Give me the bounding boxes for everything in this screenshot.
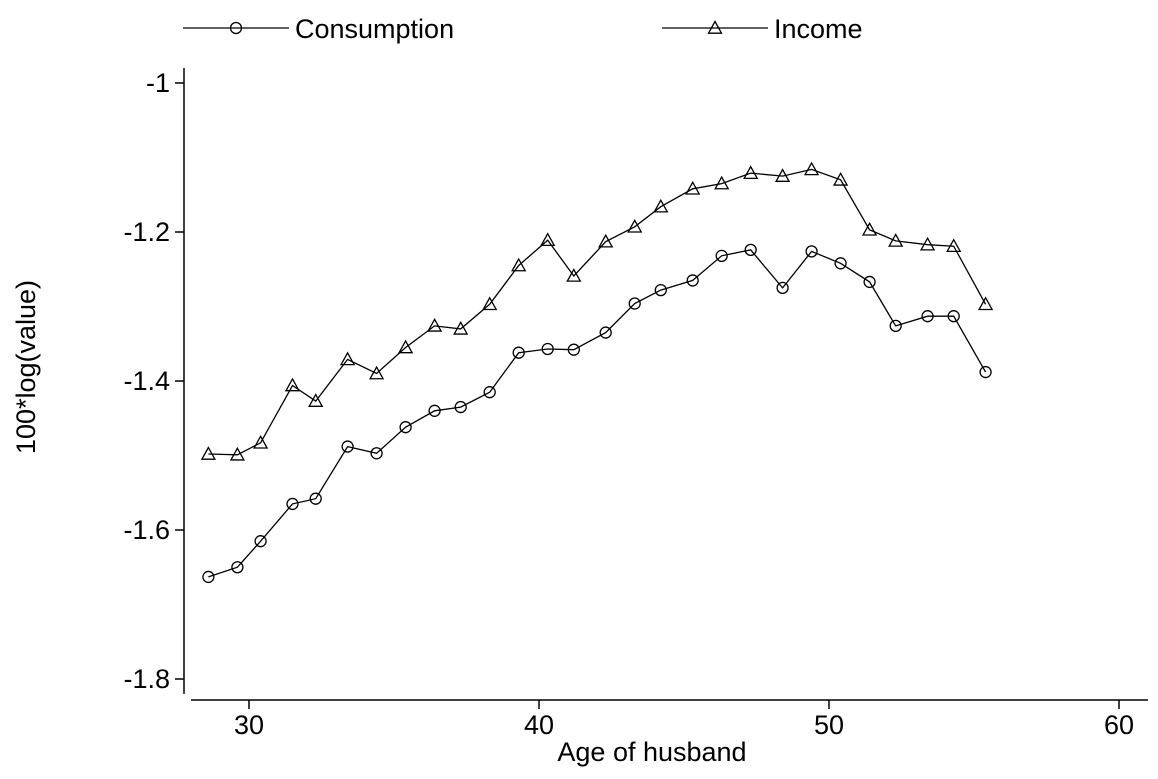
x-axis-label: Age of husband (557, 737, 746, 767)
income-point (832, 172, 849, 186)
y-tick-label: -1.4 (123, 366, 170, 396)
consumption-point (834, 257, 847, 270)
consumption-point (744, 243, 757, 257)
income-point (627, 218, 643, 233)
consumption-point (947, 310, 960, 323)
consumption-point (889, 319, 902, 333)
consumption-point (805, 245, 818, 258)
series-income (200, 161, 994, 461)
axes: -1.8 -1.6 -1.4 -1.2 -1 30 40 50 60 (123, 68, 1148, 740)
income-point (426, 318, 443, 332)
consumption-line (208, 249, 987, 578)
income-point (368, 365, 385, 380)
consumption-point (512, 346, 525, 359)
consumption-point (202, 570, 215, 584)
y-tick-label: -1 (146, 68, 170, 98)
legend-marker (229, 21, 243, 35)
income-point (482, 296, 498, 311)
legend-item-consumption: Consumption (183, 14, 454, 44)
legend-item-income: Income (662, 14, 863, 44)
legend-marker (707, 20, 723, 34)
income-point (919, 236, 936, 251)
series-consumption (202, 243, 992, 584)
x-tick-label: 40 (524, 710, 554, 740)
x-tick-label: 30 (234, 710, 264, 740)
consumption-point (541, 342, 554, 356)
consumption-point (309, 492, 322, 505)
plot-area (200, 161, 994, 584)
consumption-point (370, 447, 383, 460)
income-point (453, 321, 469, 335)
income-point (397, 339, 414, 354)
income-point (861, 221, 878, 236)
income-point (685, 180, 701, 195)
x-tick-label: 60 (1104, 710, 1134, 740)
consumption-point (483, 386, 496, 399)
income-point (284, 377, 301, 392)
income-line (208, 168, 987, 456)
consumption-point (286, 497, 299, 511)
consumption-point (567, 343, 580, 356)
legend: Consumption Income (183, 14, 863, 44)
income-point (229, 446, 246, 461)
consumption-point (715, 249, 728, 262)
y-tick-label: -1.6 (123, 515, 170, 545)
consumption-point (231, 561, 244, 574)
income-point (888, 233, 904, 247)
y-tick-label: -1.8 (123, 664, 170, 694)
income-point (946, 238, 962, 253)
income-point (511, 257, 527, 272)
income-point (977, 296, 994, 311)
consumption-point (686, 274, 699, 287)
income-point (743, 165, 759, 179)
x-tick-label: 50 (814, 710, 844, 740)
legend-label: Consumption (295, 14, 454, 44)
income-point (339, 351, 356, 366)
income-point (252, 434, 269, 449)
income-point (774, 168, 791, 182)
consumption-point (341, 440, 354, 453)
consumption-point (628, 297, 641, 310)
income-point (540, 232, 556, 247)
consumption-point (254, 535, 267, 548)
legend-label: Income (774, 14, 863, 44)
y-tick-label: -1.2 (123, 217, 170, 247)
income-point (598, 233, 614, 248)
consumption-point (921, 310, 934, 323)
consumption-point (454, 400, 467, 414)
consumption-point (654, 283, 667, 297)
income-point (803, 161, 820, 176)
income-point (566, 268, 582, 282)
income-point (653, 198, 669, 213)
income-point (308, 393, 324, 407)
consumption-point (863, 275, 876, 289)
consumption-point (776, 281, 789, 295)
consumption-point (979, 365, 992, 379)
consumption-point (428, 404, 441, 417)
income-point (200, 446, 217, 460)
consumption-point (599, 326, 612, 339)
consumption-point (399, 421, 412, 434)
income-point (714, 175, 730, 190)
y-axis-label: 100*log(value) (11, 280, 41, 454)
